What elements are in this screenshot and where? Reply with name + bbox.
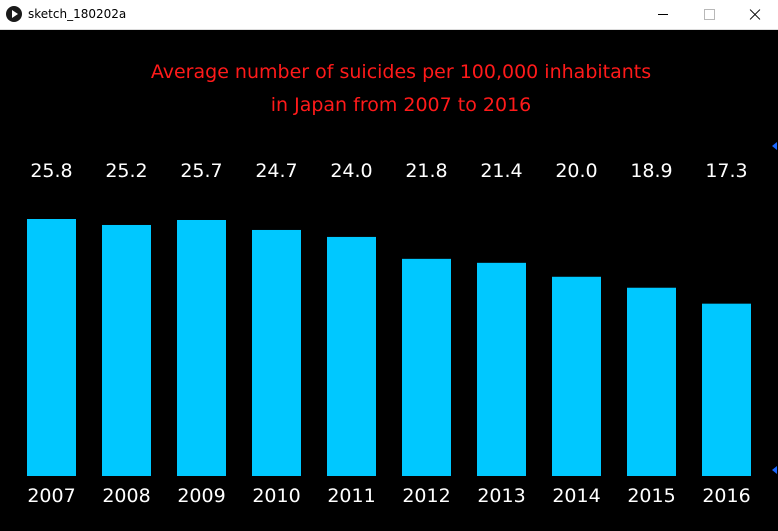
value-label-2014: 20.0	[555, 160, 597, 182]
close-button[interactable]	[732, 0, 778, 29]
bar-2015	[627, 287, 676, 476]
bar-2014	[552, 276, 601, 476]
category-labels: 2007 2008 2009 2010 2011 2012 2013 2014 2015 2016	[27, 485, 750, 507]
bar-chart: Average number of suicides per 100,000 i…	[27, 61, 751, 507]
value-label-2013: 21.4	[480, 160, 522, 182]
chart-title-line-2: in Japan from 2007 to 2016	[271, 94, 532, 116]
window-title: sketch_180202a	[28, 7, 127, 21]
bar-2011	[327, 236, 376, 476]
category-label-2011: 2011	[327, 485, 375, 507]
bar-2012	[402, 258, 451, 476]
value-label-2012: 21.8	[405, 160, 447, 182]
bar-2009	[177, 219, 226, 476]
category-label-2014: 2014	[552, 485, 600, 507]
bar-2013	[477, 262, 526, 476]
bar-series	[27, 219, 751, 476]
value-label-2015: 18.9	[630, 160, 672, 182]
value-labels: 25.8 25.2 25.7 24.7 24.0 21.8 21.4 20.0 18.9 17.3	[30, 160, 747, 182]
category-label-2012: 2012	[402, 485, 450, 507]
sketch-canvas: Average number of suicides per 100,000 i…	[0, 30, 778, 527]
category-label-2013: 2013	[477, 485, 525, 507]
minimize-button[interactable]	[640, 0, 686, 29]
title-bar[interactable]: sketch_180202a	[0, 0, 778, 30]
value-label-2016: 17.3	[705, 160, 747, 182]
chart-title-line-1: Average number of suicides per 100,000 i…	[151, 61, 651, 83]
value-label-2008: 25.2	[105, 160, 147, 182]
value-label-2009: 25.7	[180, 160, 222, 182]
category-label-2016: 2016	[702, 485, 750, 507]
bar-2008	[102, 224, 151, 476]
category-label-2010: 2010	[252, 485, 300, 507]
category-label-2015: 2015	[627, 485, 675, 507]
category-label-2009: 2009	[177, 485, 225, 507]
category-label-2007: 2007	[27, 485, 75, 507]
value-label-2010: 24.7	[255, 160, 297, 182]
bar-2007	[27, 219, 76, 476]
bar-2010	[252, 229, 301, 476]
maximize-button[interactable]	[686, 0, 732, 29]
value-label-2007: 25.8	[30, 160, 72, 182]
side-edge-markers	[770, 130, 778, 490]
category-label-2008: 2008	[102, 485, 150, 507]
value-label-2011: 24.0	[330, 160, 372, 182]
bar-2016	[702, 303, 751, 476]
processing-play-icon	[6, 6, 22, 22]
